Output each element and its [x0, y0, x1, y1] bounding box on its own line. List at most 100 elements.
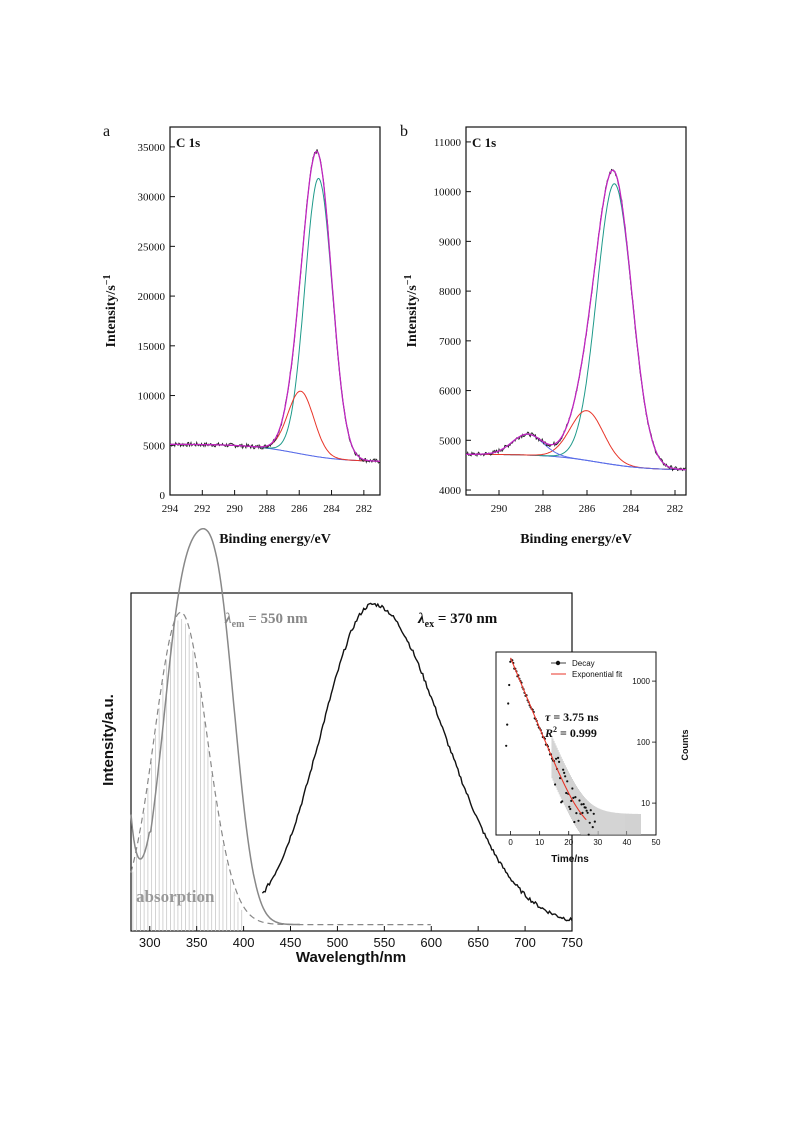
panel-a-envelope-fit — [170, 150, 380, 462]
panel-c-x-tick-label: 700 — [514, 935, 536, 950]
inset-decay-point — [581, 811, 584, 815]
panel-a-x-tick-label: 284 — [323, 503, 340, 515]
panel-a: a C 1s 0 5000 10000 15000 20000 25000 30000 350… — [102, 123, 381, 547]
panel-b-y-tick-label: 4000 — [439, 485, 462, 497]
panel-b-y-tick-label: 10000 — [434, 187, 462, 199]
inset-decay-point — [564, 775, 567, 778]
inset-x-tick-label: 10 — [535, 838, 544, 847]
panel-c-x-ticks: 300 350 400 450 500 550 600 650 700 750 — [139, 926, 583, 950]
panel-b-frame — [465, 126, 687, 496]
inset-decay-point — [565, 791, 568, 795]
panel-b-y-tick-label: 5000 — [439, 435, 462, 447]
panel-a-background-curve — [170, 443, 380, 462]
panel-b-letter: b — [400, 123, 408, 140]
panel-c-x-tick-label: 450 — [280, 935, 302, 950]
inset-decay-point — [557, 756, 560, 760]
panel-b-x-tick-label: 286 — [579, 503, 596, 515]
panel-a-y-tick-label: 35000 — [138, 142, 166, 154]
panel-a-y-tick-label: 30000 — [138, 192, 166, 204]
inset-decay-point — [589, 809, 592, 812]
panel-a-y-tick-label: 20000 — [138, 291, 166, 303]
inset-y-tick-label: 100 — [637, 738, 651, 747]
panel-a-letter: a — [103, 123, 110, 140]
inset-decay-point — [555, 757, 558, 760]
inset-decay-point — [558, 760, 561, 764]
emission-wavelength-annotation: λem = 550 nm — [224, 611, 308, 630]
lifetime-inset: 0 10 20 30 40 50 10 100 1000 Decay Exponential f… — [495, 651, 690, 865]
panel-b-y-axis-label: Intensity/s−1 — [403, 275, 420, 348]
panel-b-y-tick-label: 9000 — [439, 236, 462, 248]
panel-a-x-tick-label: 292 — [194, 503, 211, 515]
inset-decay-point — [508, 683, 511, 687]
inset-decay-point — [506, 723, 509, 726]
legend-fit-label: Exponential fit — [572, 670, 623, 679]
inset-decay-point — [507, 702, 510, 705]
inset-r2-annotation: R2 = 0.999 — [544, 725, 597, 740]
inset-decay-point — [574, 796, 577, 799]
inset-decay-point — [584, 806, 587, 809]
inset-y-tick-label: 10 — [641, 799, 650, 808]
panel-b-component-peak-2 — [466, 410, 686, 471]
inset-decay-point — [575, 812, 578, 815]
inset-data — [505, 657, 641, 836]
panel-b-y-ticks: 4000 5000 6000 7000 8000 9000 10000 11000 — [434, 137, 471, 497]
inset-decay-point — [573, 820, 576, 824]
panel-c-y-axis-label: Intensity/a.u. — [100, 694, 117, 786]
absorption-label: absorption — [136, 887, 215, 906]
panel-c-x-tick-label: 300 — [139, 935, 161, 950]
inset-legend: Decay Exponential fit — [551, 659, 623, 679]
inset-decay-point — [571, 787, 574, 790]
panel-a-y-ticks: 0 5000 10000 15000 20000 25000 30000 35000 — [138, 142, 175, 502]
excitation-wavelength-annotation: λex = 370 nm — [417, 611, 498, 630]
absorption-curve — [130, 611, 431, 926]
panel-b-x-axis-label: Binding energy/eV — [520, 532, 632, 547]
panel-c-curves — [130, 527, 573, 926]
inset-decay-point — [562, 768, 565, 771]
panel-a-component-peak-2 — [170, 390, 380, 462]
panel-c: 300 350 400 450 500 550 600 650 700 750 λem = 550… — [100, 527, 690, 966]
inset-decay-point — [593, 820, 596, 823]
panel-a-x-ticks: 294 292 290 288 286 284 282 — [162, 490, 372, 515]
panel-b-y-tick-label: 8000 — [439, 286, 462, 298]
inset-decay-point — [586, 811, 589, 814]
panel-c-x-tick-label: 550 — [373, 935, 395, 950]
panel-a-x-tick-label: 286 — [291, 503, 308, 515]
inset-decay-point — [585, 809, 588, 812]
panel-a-y-tick-label: 15000 — [138, 341, 166, 353]
panel-c-x-tick-label: 350 — [186, 935, 208, 950]
inset-x-tick-label: 30 — [593, 838, 602, 847]
inset-decay-point — [580, 803, 583, 806]
inset-y-tick-label: 1000 — [632, 677, 650, 686]
panel-b-x-tick-label: 288 — [535, 503, 552, 515]
panel-b-x-ticks: 290 288 286 284 282 — [491, 490, 683, 515]
legend-decay-label: Decay — [572, 659, 595, 668]
panel-a-x-tick-label: 288 — [259, 503, 276, 515]
panel-c-x-tick-label: 600 — [420, 935, 442, 950]
panel-a-y-tick-label: 0 — [160, 490, 166, 502]
inset-y-axis-label: Counts — [680, 730, 690, 761]
inset-decay-point — [563, 771, 566, 775]
panel-c-x-tick-label: 500 — [327, 935, 349, 950]
inset-tau-annotation: τ = 3.75 ns — [545, 710, 599, 724]
panel-a-raw-spectrum — [169, 149, 381, 464]
inset-decay-point — [578, 799, 581, 802]
inset-decay-point — [569, 807, 572, 811]
panel-c-x-tick-label: 750 — [561, 935, 583, 950]
panel-a-x-axis-label: Binding energy/eV — [219, 532, 331, 547]
inset-decay-point — [554, 783, 557, 786]
panel-b-y-tick-label: 7000 — [439, 336, 462, 348]
panel-a-y-tick-label: 10000 — [138, 391, 166, 403]
panel-a-region-label: C 1s — [176, 135, 200, 150]
panel-a-x-tick-label: 282 — [356, 503, 373, 515]
inset-decay-point — [591, 826, 594, 829]
inset-decay-point — [505, 744, 508, 747]
panel-a-y-tick-label: 5000 — [143, 440, 166, 452]
panel-a-curves — [169, 149, 381, 464]
panel-b-y-tick-label: 11000 — [434, 137, 462, 149]
panel-a-x-tick-label: 294 — [162, 503, 179, 515]
emission-curve — [261, 602, 573, 922]
panel-a-x-tick-label: 290 — [226, 503, 243, 515]
inset-decay-point — [588, 821, 591, 824]
panel-a-component-peak-1 — [170, 177, 380, 462]
